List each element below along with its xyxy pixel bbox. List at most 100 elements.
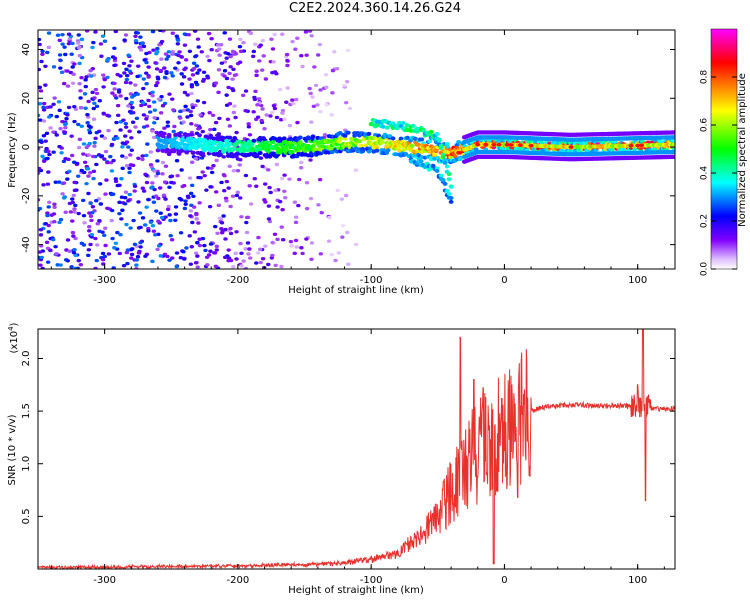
spectrogram-cell: [151, 200, 157, 204]
spectrogram-cell: [164, 69, 169, 74]
spectrogram-cell: [166, 204, 171, 209]
spectrogram-cell: [144, 60, 149, 65]
spectrogram-cell: [263, 77, 269, 81]
spectrogram-cell: [184, 246, 189, 250]
spectrogram-cell: [144, 173, 149, 178]
spectrogram-cell: [163, 197, 168, 201]
spectrogram-cell: [43, 221, 48, 226]
spectrogram-cell: [92, 96, 97, 100]
spectrogram-cell: [100, 251, 106, 256]
spectrogram-cell: [169, 71, 174, 75]
spectrogram-cell: [125, 261, 130, 266]
spectrogram-cell: [72, 104, 77, 109]
spectrogram-cell: [152, 169, 157, 173]
spectrogram-cell: [195, 241, 200, 245]
spectrogram-cell: [106, 252, 112, 256]
spectrogram-cell: [99, 54, 104, 58]
spectrogram-cell: [191, 61, 197, 65]
spectrogram-cell: [140, 186, 145, 190]
spectrogram-cell: [307, 30, 313, 33]
spectrogram-cell: [48, 126, 53, 130]
spectrogram-cell: [103, 149, 109, 154]
spectrogram-cell: [86, 124, 92, 128]
spectrogram-cell: [165, 207, 171, 212]
spectrogram-cell: [271, 103, 277, 108]
spectrogram-cell: [123, 134, 128, 138]
spectrogram-cell: [256, 235, 261, 240]
spectrogram-cell: [194, 217, 199, 221]
spectrogram-cell: [120, 208, 125, 212]
spectrogram-cell: [119, 217, 124, 221]
spectrogram-cell: [160, 172, 165, 176]
spectrogram-cell: [334, 66, 340, 71]
spectrogram-cell: [41, 119, 47, 123]
spectrogram-cell: [57, 144, 62, 149]
spectrogram-cell: [100, 34, 106, 38]
spectrogram-cell: [38, 89, 44, 93]
spectrogram-cell: [438, 145, 444, 150]
spectrogram-cell: [173, 205, 179, 209]
spectrogram-cell: [131, 218, 136, 223]
spectrogram-cell: [94, 258, 99, 263]
spectrogram-cell: [88, 68, 93, 73]
spectrogram-cell: [196, 127, 201, 131]
spectrogram-cell: [332, 50, 337, 54]
spectrogram-cell: [205, 263, 210, 267]
spectrogram-cell: [118, 128, 123, 132]
spectrogram-cell: [151, 100, 157, 104]
spectrogram-cell: [109, 208, 115, 213]
spectrogram-cell: [178, 231, 184, 235]
spectrogram-cell: [235, 169, 241, 173]
spectrogram-cell: [270, 47, 276, 51]
spectrogram-cell: [189, 183, 195, 188]
spectrogram-peak: [639, 143, 645, 148]
spectrogram-cell: [141, 86, 146, 91]
spectrogram-cell: [98, 202, 104, 206]
spectrogram-cell: [227, 71, 232, 76]
spectrogram-cell: [212, 127, 217, 132]
spectrogram-x-tick-label: 100: [628, 275, 647, 286]
spectrogram-peak: [496, 142, 502, 147]
spectrogram-cell: [122, 71, 127, 75]
spectrogram-cell: [248, 202, 254, 206]
spectrogram-cell: [76, 46, 82, 50]
snr-y-tick-label: 1.0: [21, 456, 32, 472]
snr-x-tick-label: -200: [227, 575, 250, 586]
spectrogram-cell: [267, 219, 273, 224]
spectrogram-cell: [336, 251, 341, 255]
spectrogram-cell: [267, 185, 272, 190]
spectrogram-cell: [237, 163, 242, 167]
spectrogram-cell: [63, 157, 68, 161]
feature-main-trace: [155, 130, 675, 165]
spectrogram-cell: [197, 68, 202, 72]
spectrogram-cell: [82, 221, 87, 225]
spectrogram-cell: [384, 125, 390, 130]
spectrogram-cell: [132, 242, 138, 247]
spectrogram-cell: [141, 44, 147, 49]
spectrogram-cell: [144, 124, 150, 128]
spectrogram-cell: [129, 256, 134, 260]
spectrogram-cell: [322, 133, 328, 137]
spectrogram-cell: [287, 123, 293, 128]
spectrogram-cell: [232, 104, 237, 108]
spectrogram-cell: [41, 183, 46, 187]
spectrogram-cell: [70, 219, 75, 223]
spectrogram-peak: [508, 143, 514, 147]
spectrogram-cell: [54, 252, 59, 256]
spectrogram-cell: [169, 238, 175, 242]
spectrogram-cell: [78, 105, 84, 110]
spectrogram-cell: [170, 52, 175, 56]
spectrogram-cell: [146, 197, 151, 202]
spectrogram-cell: [196, 45, 201, 49]
spectrogram-cell: [79, 241, 85, 246]
spectrogram-cell: [191, 205, 197, 209]
spectrogram-cell: [38, 118, 43, 122]
spectrogram-cell: [137, 211, 143, 215]
spectrogram-cell: [79, 37, 85, 42]
spectrogram-cell: [63, 125, 68, 130]
spectrogram-cell: [170, 74, 175, 78]
spectrogram-cell: [246, 125, 252, 129]
spectrogram-cell: [92, 101, 97, 106]
spectrogram-cell: [280, 237, 286, 242]
spectrogram-cell: [179, 168, 184, 172]
